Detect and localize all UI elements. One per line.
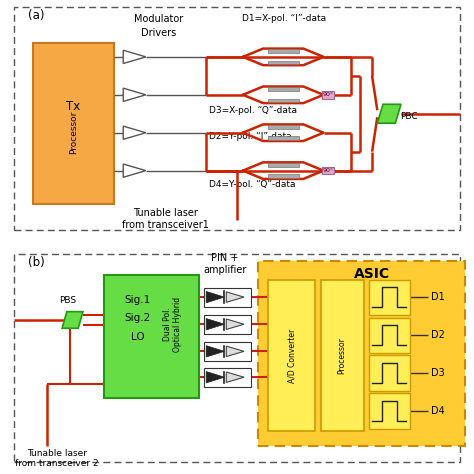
Bar xyxy=(204,342,251,361)
Polygon shape xyxy=(62,312,83,328)
Text: A/D Converter: A/D Converter xyxy=(287,328,296,383)
Bar xyxy=(268,99,299,102)
Text: Tunable laser: Tunable laser xyxy=(27,449,87,458)
Text: ASIC: ASIC xyxy=(354,267,390,281)
Text: Drivers: Drivers xyxy=(141,28,176,38)
Text: (a): (a) xyxy=(28,9,45,22)
Text: Tx: Tx xyxy=(66,100,81,113)
Text: LO: LO xyxy=(131,331,144,342)
Bar xyxy=(268,137,299,140)
Bar xyxy=(268,174,299,178)
Bar xyxy=(321,280,364,431)
Text: 90°: 90° xyxy=(323,168,334,173)
Text: Sig.1: Sig.1 xyxy=(124,294,151,305)
Text: D2=Y-pol. “I”-data: D2=Y-pol. “I”-data xyxy=(209,132,291,141)
Polygon shape xyxy=(226,319,244,329)
Text: D4=Y-pol. “Q”-data: D4=Y-pol. “Q”-data xyxy=(209,181,295,189)
Text: PIN +: PIN + xyxy=(211,253,239,264)
Text: Processor: Processor xyxy=(338,337,346,374)
Bar xyxy=(268,61,299,64)
Text: PBC: PBC xyxy=(401,112,418,120)
Bar xyxy=(268,49,299,53)
Text: Tunable laser: Tunable laser xyxy=(134,208,198,219)
Text: Modulator: Modulator xyxy=(134,14,183,24)
Text: from transceiver1: from transceiver1 xyxy=(122,220,210,230)
Bar xyxy=(369,280,410,315)
Bar xyxy=(33,43,114,204)
Text: D1: D1 xyxy=(431,292,445,302)
Text: D1=X-pol. “I”-data: D1=X-pol. “I”-data xyxy=(242,15,326,23)
Text: D4: D4 xyxy=(431,406,445,416)
Bar xyxy=(369,393,410,429)
Text: D3=X-pol. “Q”-data: D3=X-pol. “Q”-data xyxy=(209,106,297,115)
Text: Processor: Processor xyxy=(69,111,78,155)
Text: Dual Pol.
Optical Hybrid: Dual Pol. Optical Hybrid xyxy=(163,297,182,352)
Bar xyxy=(14,254,460,462)
Bar xyxy=(258,261,465,446)
Text: amplifier: amplifier xyxy=(203,265,247,275)
Text: (b): (b) xyxy=(28,256,45,269)
Text: D3: D3 xyxy=(431,368,445,378)
Bar xyxy=(322,167,334,174)
Bar xyxy=(369,318,410,353)
Text: 90°: 90° xyxy=(323,92,334,97)
Polygon shape xyxy=(206,372,224,383)
Text: D2: D2 xyxy=(431,330,445,340)
Polygon shape xyxy=(226,292,244,302)
Bar xyxy=(268,87,299,91)
Text: PBS: PBS xyxy=(59,296,76,305)
Bar xyxy=(322,91,334,99)
Text: from transceiver 2: from transceiver 2 xyxy=(15,459,99,468)
Polygon shape xyxy=(206,346,224,357)
Bar xyxy=(204,368,251,387)
Polygon shape xyxy=(377,104,401,123)
Polygon shape xyxy=(206,319,224,330)
Bar xyxy=(369,356,410,391)
Polygon shape xyxy=(226,372,244,383)
Bar xyxy=(268,163,299,167)
Bar xyxy=(104,275,199,398)
Bar xyxy=(268,125,299,129)
Polygon shape xyxy=(226,346,244,356)
Bar xyxy=(268,280,315,431)
Bar xyxy=(204,288,251,307)
Text: Sig.2: Sig.2 xyxy=(124,313,151,323)
Polygon shape xyxy=(206,292,224,303)
Bar xyxy=(204,315,251,334)
